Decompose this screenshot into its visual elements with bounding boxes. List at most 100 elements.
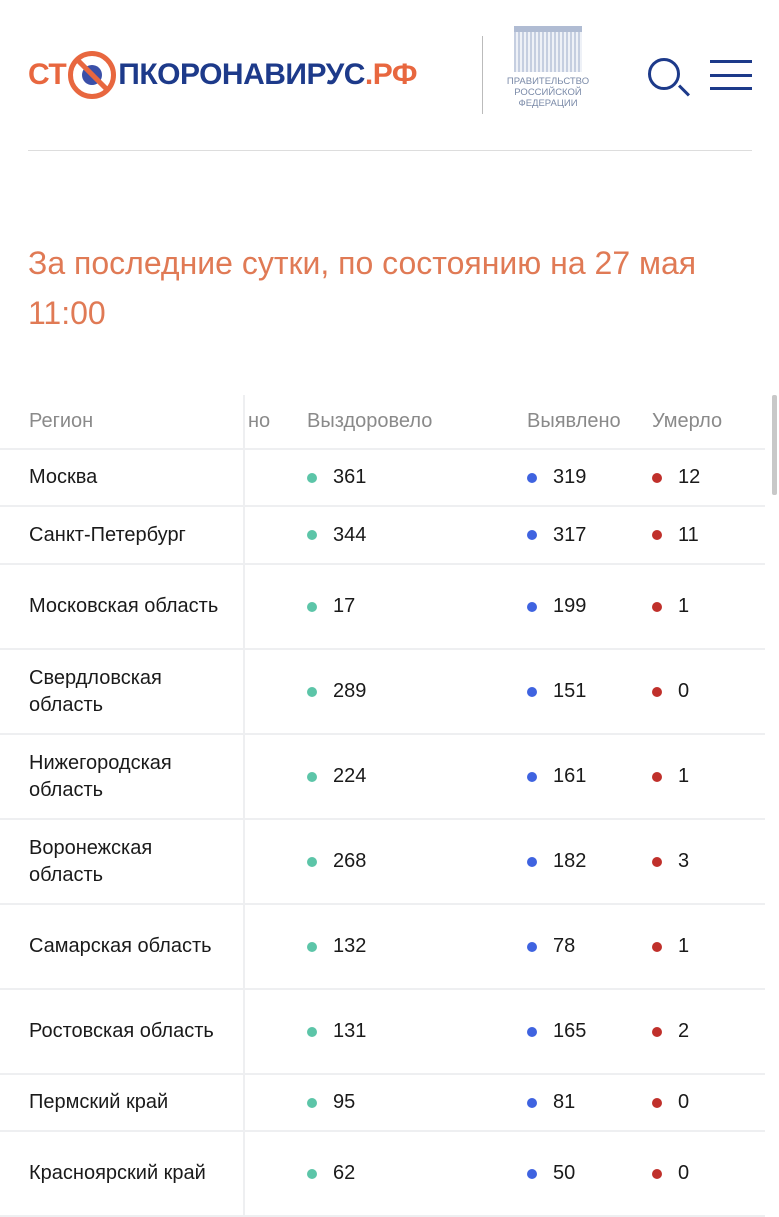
table-row: Санкт-Петербург 344 317 11: [0, 507, 765, 565]
stopcoronavirus-logo[interactable]: СТ ПКОРОНАВИРУС .РФ: [28, 48, 417, 102]
detected-dot-icon: [527, 1026, 537, 1037]
header-divider: [482, 36, 483, 114]
header-recovered[interactable]: Выздоровело: [307, 410, 433, 432]
detected-cell: 78: [515, 935, 652, 958]
died-dot-icon: [652, 856, 662, 867]
detected-dot-icon: [527, 941, 537, 952]
recovered-cell: 95: [303, 1091, 515, 1114]
recovered-cell: 62: [303, 1162, 515, 1185]
detected-dot-icon: [527, 771, 537, 782]
government-logo[interactable]: ПРАВИТЕЛЬСТВО РОССИЙСКОЙ ФЕДЕРАЦИИ: [500, 26, 596, 109]
died-dot-icon: [652, 941, 662, 952]
detected-cell: 319: [515, 466, 652, 489]
recovered-cell: 344: [303, 524, 515, 547]
government-building-icon: [514, 26, 582, 72]
recovered-value: 268: [333, 850, 367, 872]
header-detected[interactable]: Выявлено: [527, 410, 621, 432]
recovered-value: 344: [333, 523, 367, 546]
region-name: Ростовская область: [0, 990, 245, 1073]
died-value: 0: [678, 680, 690, 702]
died-cell: 11: [652, 524, 699, 547]
table-row: Свердловская область 289 151 0: [0, 650, 765, 735]
died-dot-icon: [652, 1097, 662, 1108]
recovered-dot-icon: [307, 686, 317, 697]
recovered-value: 62: [333, 1162, 356, 1184]
died-value: 1: [678, 595, 690, 617]
recovered-dot-icon: [307, 856, 317, 867]
logo-text-main: ПКОРОНАВИРУС: [118, 58, 365, 91]
detected-cell: 161: [515, 765, 652, 788]
died-cell: 0: [652, 1091, 689, 1114]
recovered-cell: 289: [303, 680, 515, 703]
recovered-value: 289: [333, 680, 367, 702]
detected-dot-icon: [527, 601, 537, 612]
recovered-cell: 17: [303, 595, 515, 618]
recovered-dot-icon: [307, 1168, 317, 1179]
died-cell: 0: [652, 1162, 689, 1185]
detected-dot-icon: [527, 1168, 537, 1179]
header-divider-line: [28, 150, 752, 151]
page-title: За последние сутки, по состоянию на 27 м…: [28, 245, 697, 331]
died-value: 2: [678, 1020, 690, 1042]
header-region[interactable]: Регион: [0, 395, 245, 448]
recovered-cell: 268: [303, 850, 515, 873]
died-dot-icon: [652, 472, 662, 483]
horizontal-scrollbar[interactable]: [772, 395, 777, 495]
died-cell: 1: [652, 935, 689, 958]
region-name: Санкт-Петербург: [0, 507, 245, 563]
recovered-cell: 131: [303, 1020, 515, 1043]
detected-cell: 151: [515, 680, 652, 703]
recovered-dot-icon: [307, 771, 317, 782]
recovered-value: 224: [333, 765, 367, 787]
detected-dot-icon: [527, 1097, 537, 1108]
died-value: 1: [678, 765, 690, 787]
detected-cell: 81: [515, 1091, 652, 1114]
hamburger-menu-icon[interactable]: [710, 60, 752, 90]
region-name: Свердловская область: [0, 650, 245, 733]
detected-dot-icon: [527, 856, 537, 867]
detected-cell: 317: [515, 524, 652, 547]
table-row: Нижегородская область 224 161 1: [0, 735, 765, 820]
detected-value: 50: [553, 1162, 576, 1184]
region-name: Воронежская область: [0, 820, 245, 903]
recovered-value: 95: [333, 1091, 356, 1113]
died-dot-icon: [652, 1026, 662, 1037]
recovered-dot-icon: [307, 530, 317, 540]
region-name: Самарская область: [0, 905, 245, 988]
died-value: 1: [678, 935, 690, 957]
recovered-dot-icon: [307, 601, 317, 612]
detected-dot-icon: [527, 530, 537, 540]
table-row: Красноярский край 62 50 0: [0, 1132, 765, 1217]
died-cell: 1: [652, 765, 689, 788]
search-icon[interactable]: [648, 58, 680, 90]
region-name: Москва: [0, 450, 245, 505]
died-cell: 12: [652, 466, 700, 489]
table-row: Самарская область 132 78 1: [0, 905, 765, 990]
region-name: Нижегородская область: [0, 735, 245, 818]
died-dot-icon: [652, 530, 662, 540]
virus-stop-icon: [68, 51, 117, 99]
table-row: Ростовская область 131 165 2: [0, 990, 765, 1075]
died-cell: 3: [652, 850, 689, 873]
region-name: Московская область: [0, 565, 245, 648]
recovered-cell: 132: [303, 935, 515, 958]
table-row: Пермский край 95 81 0: [0, 1075, 765, 1132]
header-died[interactable]: Умерло: [652, 410, 723, 432]
region-stats-table: Регион но Выздоровело Выявлено Умерло Мо…: [0, 395, 765, 1217]
recovered-value: 361: [333, 466, 367, 488]
died-dot-icon: [652, 686, 662, 697]
detected-dot-icon: [527, 686, 537, 697]
recovered-dot-icon: [307, 472, 317, 483]
detected-value: 317: [553, 523, 587, 546]
gov-text: РОССИЙСКОЙ: [514, 87, 582, 98]
died-cell: 0: [652, 680, 689, 703]
detected-value: 165: [553, 1020, 587, 1042]
table-row: Москва 361 319 12: [0, 450, 765, 507]
header-hidden-column[interactable]: но: [248, 410, 271, 432]
died-cell: 2: [652, 1020, 689, 1043]
logo-text-domain: .РФ: [364, 58, 418, 91]
detected-value: 161: [553, 765, 587, 787]
detected-dot-icon: [527, 472, 537, 483]
table-header: Регион но Выздоровело Выявлено Умерло: [0, 395, 765, 450]
gov-text: ПРАВИТЕЛЬСТВО: [506, 76, 590, 87]
